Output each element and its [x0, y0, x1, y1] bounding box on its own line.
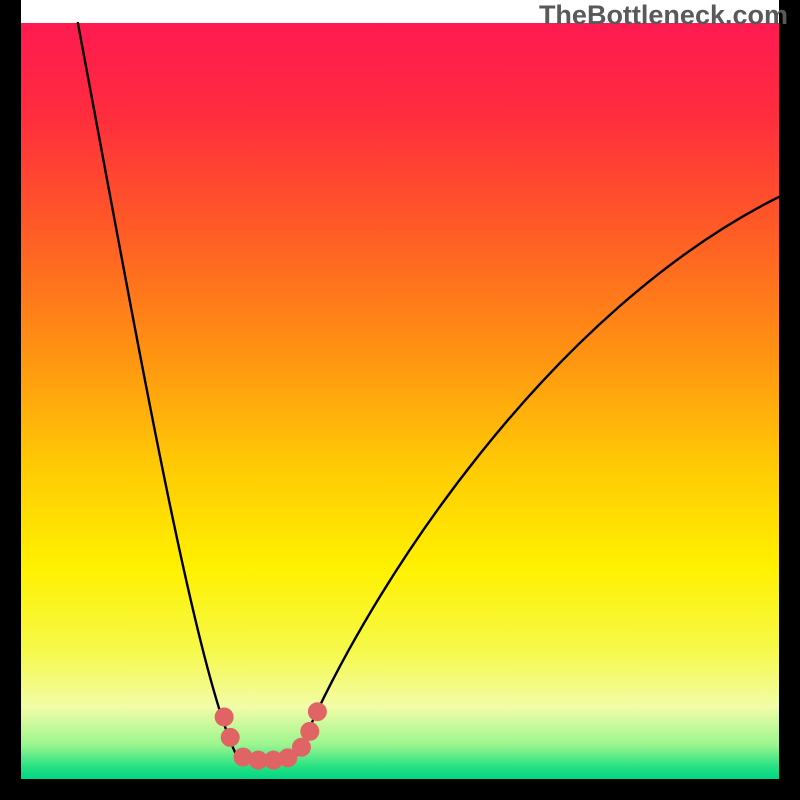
- watermark-text: TheBottleneck.com: [539, 0, 788, 31]
- plot-background: [21, 23, 779, 779]
- marker-point: [300, 722, 319, 741]
- chart-stage: TheBottleneck.com: [0, 0, 800, 800]
- marker-point: [221, 728, 240, 747]
- marker-point: [215, 708, 234, 727]
- bottleneck-chart-svg: [0, 0, 800, 800]
- marker-point: [308, 702, 327, 721]
